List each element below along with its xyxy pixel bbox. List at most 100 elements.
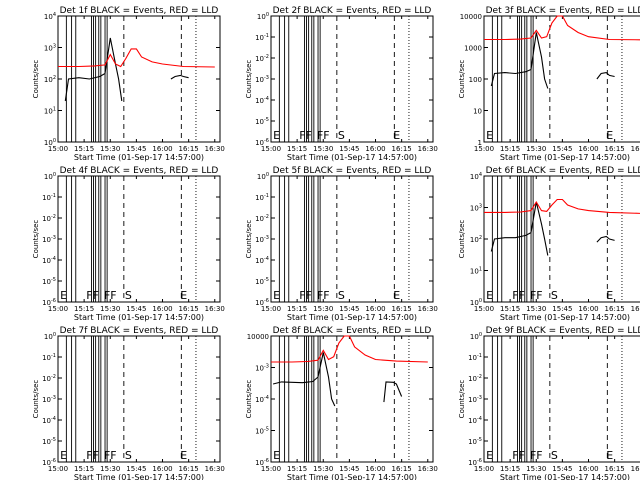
events-series-line (272, 352, 336, 407)
x-axis-label: Start Time (01-Sep-17 14:57:00) (287, 153, 417, 162)
x-tick-label: 16:00 (578, 145, 598, 153)
x-tick-label: 16:15 (179, 145, 199, 153)
y-tick-label: 104 (44, 12, 56, 21)
x-tick-label: 15:15 (287, 305, 307, 313)
event-lines (65, 16, 197, 142)
events-series-line (490, 201, 549, 256)
x-tick-label: 16:00 (152, 305, 172, 313)
panel-title: Det 3f BLACK = Events, RED = LLD (486, 6, 640, 16)
events-series-line (596, 235, 615, 243)
y-tick-label: 103 (44, 44, 56, 53)
x-tick-label: 15:30 (526, 145, 546, 153)
x-tick-label: 16:00 (152, 465, 172, 473)
event-marker-label: FF (317, 289, 330, 302)
y-axis-label: Counts/sec (458, 220, 466, 259)
x-tick-label: 15:30 (100, 305, 120, 313)
panel-title: Det 8f BLACK = Events, RED = LLD (273, 326, 432, 336)
x-tick-label: 15:15 (74, 145, 94, 153)
lld-series-line (484, 198, 640, 214)
x-tick-label: 15:30 (100, 145, 120, 153)
y-tick-label: 10-5 (255, 277, 269, 286)
event-marker-label: FF (317, 129, 330, 142)
x-tick-label: 16:00 (365, 145, 385, 153)
event-lines (65, 336, 197, 462)
y-tick-label: 102 (44, 75, 56, 84)
x-tick-label: 15:45 (339, 145, 359, 153)
events-series-line (490, 32, 549, 89)
y-tick-label: 10 (473, 108, 482, 116)
x-tick-label: 15:00 (474, 465, 494, 473)
y-tick-label: 10-1 (42, 193, 56, 202)
lld-series-line (271, 335, 428, 363)
event-marker-label: E (486, 449, 493, 462)
y-tick-label: 10-3 (468, 395, 482, 404)
x-tick-label: 15:30 (313, 465, 333, 473)
y-axis-label: Counts/sec (458, 380, 466, 419)
y-tick-label: 10-2 (42, 374, 56, 383)
x-tick-label: 16:00 (152, 145, 172, 153)
y-tick-label: 10-2 (255, 54, 269, 63)
y-tick-label: 10-5 (42, 437, 56, 446)
event-marker-label: E (60, 289, 67, 302)
event-marker-label: S (551, 289, 558, 302)
lld-series-line (58, 48, 215, 68)
y-tick-label: 10-4 (468, 416, 482, 425)
x-tick-label: 15:15 (500, 145, 520, 153)
x-tick-label: 15:30 (313, 145, 333, 153)
panel-title: Det 6f BLACK = Events, RED = LLD (486, 166, 640, 176)
x-axis-label: Start Time (01-Sep-17 14:57:00) (74, 473, 204, 480)
y-tick-label: 101 (44, 107, 56, 116)
event-marker-label: S (125, 289, 132, 302)
y-axis-label: Counts/sec (32, 220, 40, 259)
event-marker-label: FF (530, 289, 543, 302)
y-tick-label: 10000 (247, 333, 269, 341)
x-tick-label: 15:00 (261, 305, 281, 313)
y-tick-label: 103 (470, 204, 482, 213)
x-tick-label: 15:45 (552, 145, 572, 153)
x-tick-label: 15:45 (126, 145, 146, 153)
event-marker-label: E (393, 289, 400, 302)
x-tick-label: 16:15 (605, 145, 625, 153)
event-marker-label: E (273, 129, 280, 142)
panel-title: Det 7f BLACK = Events, RED = LLD (60, 326, 219, 336)
x-tick-label: 16:30 (631, 145, 640, 153)
y-axis-label: Counts/sec (245, 220, 253, 259)
lld-series-line (484, 15, 640, 41)
x-tick-label: 15:45 (552, 465, 572, 473)
plot-frame (483, 15, 640, 143)
x-tick-label: 15:15 (287, 465, 307, 473)
y-tick-label: 10-4 (255, 395, 269, 404)
panel-title: Det 4f BLACK = Events, RED = LLD (60, 166, 219, 176)
y-tick-label: 10000 (460, 13, 482, 21)
y-tick-label: 10-6 (255, 458, 269, 467)
y-tick-label: 10-1 (42, 353, 56, 362)
x-tick-label: 15:15 (74, 305, 94, 313)
x-tick-label: 16:15 (179, 305, 199, 313)
x-axis-label: Start Time (01-Sep-17 14:57:00) (74, 313, 204, 322)
x-tick-label: 16:30 (631, 305, 640, 313)
event-marker-label: S (338, 129, 345, 142)
y-tick-label: 10-6 (42, 298, 56, 307)
y-tick-label: 10-4 (255, 256, 269, 265)
y-axis-label: Counts/sec (32, 60, 40, 99)
x-tick-label: 15:00 (48, 465, 68, 473)
x-tick-label: 15:00 (48, 145, 68, 153)
y-tick-label: 10-6 (255, 298, 269, 307)
x-tick-label: 15:45 (339, 465, 359, 473)
y-tick-label: 10-4 (255, 96, 269, 105)
y-tick-label: 10-6 (468, 458, 482, 467)
x-tick-label: 16:15 (605, 465, 625, 473)
detector-panel: Det 9f BLACK = Events, RED = LLD 15:00 15:… (458, 326, 640, 480)
y-tick-label: 100 (470, 332, 482, 341)
x-tick-label: 16:00 (365, 465, 385, 473)
event-marker-label: E (60, 449, 67, 462)
y-axis-label: Counts/sec (245, 380, 253, 419)
x-axis-label: Start Time (01-Sep-17 14:57:00) (74, 153, 204, 162)
y-tick-label: 10-3 (42, 235, 56, 244)
detector-panel: Det 1f BLACK = Events, RED = LLD 15:00 15:… (32, 6, 225, 162)
detector-panel: Det 2f BLACK = Events, RED = LLD 15:00 15:… (245, 6, 438, 162)
event-marker-label: S (338, 289, 345, 302)
event-marker-label: E (606, 449, 613, 462)
x-tick-label: 15:00 (474, 145, 494, 153)
y-tick-label: 10-1 (468, 353, 482, 362)
